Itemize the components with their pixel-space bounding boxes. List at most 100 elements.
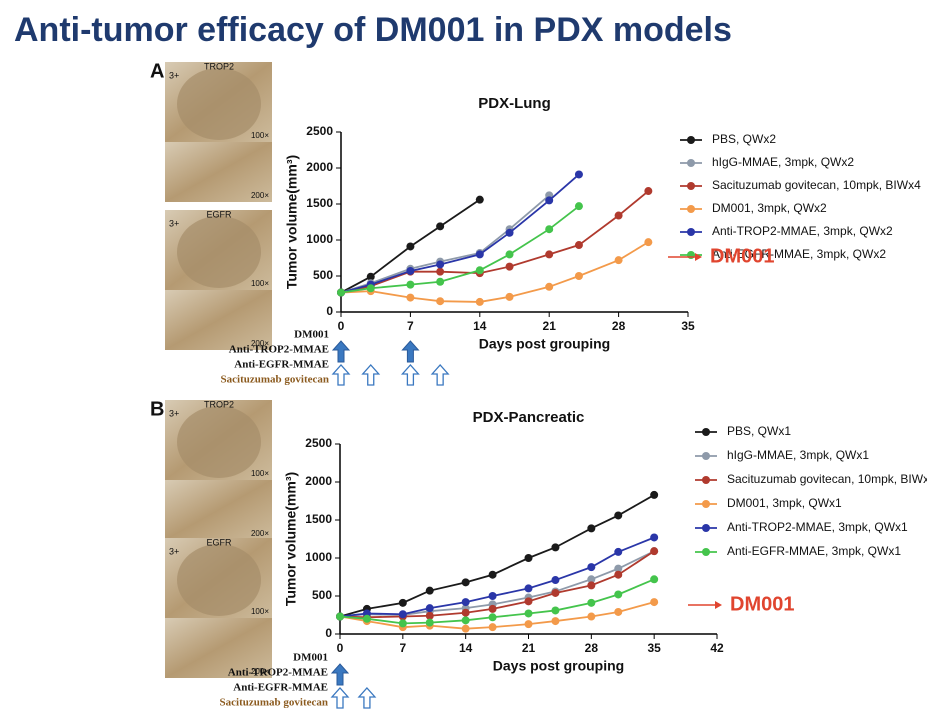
data-point — [436, 260, 445, 269]
dosing-label: Anti-EGFR-MMAE — [233, 682, 328, 694]
legend-label: Anti-EGFR-MMAE, 3mpk, QWx1 — [727, 544, 901, 558]
tissue-core — [177, 406, 261, 478]
slide-title: Anti-tumor efficacy of DM001 in PDX mode… — [14, 11, 732, 49]
x-tick-label: 21 — [543, 319, 557, 333]
x-tick-label: 0 — [338, 319, 345, 333]
data-point — [475, 195, 484, 204]
legend-label: Sacituzumab govitecan, 10mpk, BIWx2 — [727, 472, 927, 486]
dose-arrow-filled — [401, 340, 420, 363]
data-point — [425, 618, 434, 627]
y-tick-label: 1000 — [306, 232, 333, 246]
data-point — [436, 277, 445, 286]
data-point — [461, 624, 470, 633]
data-point — [551, 617, 560, 626]
ihc-mag: 100× — [251, 131, 269, 140]
legend-marker — [702, 452, 710, 460]
data-point — [406, 293, 415, 302]
dose-arrow-filled — [331, 340, 351, 363]
data-point — [524, 584, 533, 593]
y-tick-label: 0 — [325, 626, 332, 640]
data-point — [336, 612, 344, 621]
y-tick-label: 2000 — [306, 160, 333, 174]
data-point — [436, 267, 445, 276]
data-point — [398, 619, 407, 628]
data-point — [505, 250, 514, 259]
data-point — [475, 266, 484, 275]
legend-marker — [687, 251, 695, 259]
data-point — [650, 533, 659, 542]
data-point — [488, 623, 497, 632]
annotation: DM001 — [730, 593, 794, 615]
data-point — [551, 606, 560, 615]
annotation-head — [695, 253, 702, 261]
series-line — [339, 550, 655, 619]
data-point — [461, 608, 470, 617]
data-point — [505, 228, 514, 237]
y-tick-label: 2500 — [306, 124, 333, 138]
data-point — [436, 222, 445, 231]
tissue-core — [177, 544, 261, 616]
data-point — [461, 616, 470, 625]
series-line — [339, 550, 655, 618]
ihc-image-high — [165, 618, 272, 678]
y-tick-label: 0 — [326, 304, 333, 318]
data-point — [406, 242, 415, 251]
ihc-grade: 3+ — [169, 70, 179, 80]
data-point — [614, 211, 623, 220]
ihc-marker: TROP2 — [204, 399, 234, 409]
legend-label: hIgG-MMAE, 3mpk, QWx1 — [727, 448, 869, 462]
y-axis-label: Tumor volume(mm³) — [284, 155, 300, 289]
data-point — [545, 250, 554, 259]
data-point — [587, 575, 596, 584]
legend-label: PBS, QWx1 — [727, 424, 791, 438]
x-tick-label: 42 — [710, 641, 724, 655]
data-point — [475, 250, 484, 259]
data-point — [505, 262, 514, 271]
dose-arrow-hollow — [361, 364, 381, 386]
ihc-grade: 3+ — [169, 218, 179, 228]
dosing-label: DM001 — [293, 652, 328, 664]
ihc-mag: 200× — [251, 339, 269, 348]
dosing-label: DM001 — [294, 329, 329, 341]
x-tick-label: 7 — [407, 319, 414, 333]
dose-arrow-hollow — [357, 687, 377, 709]
y-tick-label: 500 — [312, 588, 332, 602]
dosing-label: Anti-TROP2-MMAE — [228, 667, 328, 679]
ihc-mag: 200× — [251, 667, 269, 676]
data-point — [650, 598, 659, 607]
x-tick-label: 7 — [399, 641, 406, 655]
data-point — [614, 564, 623, 573]
ihc-marker: EGFR — [206, 209, 232, 219]
x-tick-label: 0 — [337, 641, 344, 655]
data-point — [406, 280, 415, 289]
data-point — [545, 196, 554, 205]
data-point — [524, 597, 533, 606]
data-point — [587, 581, 596, 590]
data-point — [488, 613, 497, 622]
dose-arrow-hollow — [400, 364, 420, 386]
x-tick-label: 14 — [473, 319, 487, 333]
data-point — [587, 612, 596, 621]
chart-title: PDX-Lung — [478, 95, 551, 112]
legend-marker — [687, 205, 695, 213]
x-axis-label: Days post grouping — [479, 336, 610, 352]
tissue-core — [177, 68, 261, 140]
data-point — [614, 590, 623, 599]
data-point — [488, 592, 497, 600]
data-point — [551, 576, 560, 585]
y-tick-label: 500 — [313, 268, 333, 282]
data-point — [574, 202, 583, 211]
data-point — [425, 586, 434, 595]
series-line — [340, 205, 580, 294]
x-tick-label: 21 — [522, 641, 536, 655]
data-point — [461, 598, 470, 607]
data-point — [551, 588, 560, 597]
ihc-mag: 100× — [251, 279, 269, 288]
data-point — [398, 598, 407, 607]
data-point — [587, 598, 596, 607]
dose-arrow-hollow — [330, 687, 350, 709]
legend-marker — [702, 476, 710, 484]
data-point — [337, 288, 345, 297]
ihc-image-high — [165, 290, 272, 350]
series-line — [340, 190, 649, 294]
